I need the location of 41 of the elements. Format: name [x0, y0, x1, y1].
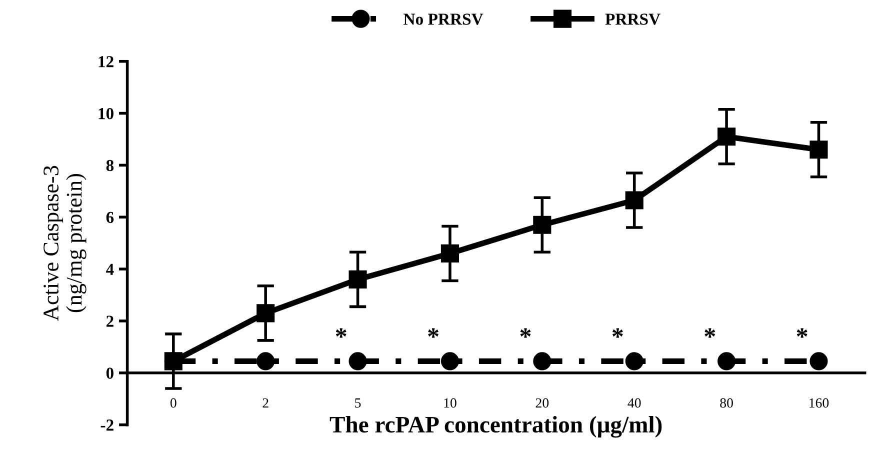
y-tick-label: -2 [100, 420, 114, 431]
point [810, 140, 828, 159]
x-tick-label: 5 [355, 398, 361, 408]
annotation: * [428, 328, 439, 338]
point [625, 191, 644, 210]
y-tick-label: 12 [98, 56, 114, 68]
y-tick-label: 0 [106, 368, 114, 379]
annotation: * [704, 328, 716, 338]
point [348, 270, 367, 288]
x-tick-label: 0 [170, 398, 176, 408]
annotation: * [796, 328, 808, 338]
annotation: * [520, 328, 531, 338]
x-tick-label: 160 [810, 398, 829, 408]
point [533, 216, 552, 234]
point [718, 352, 736, 370]
y-tick-label: 10 [98, 108, 114, 120]
legend-label: No PRRSV [404, 14, 484, 25]
x-tick-label: 2 [262, 398, 268, 408]
point [348, 352, 367, 370]
point [625, 352, 644, 370]
y-tick-label: 8 [106, 160, 114, 172]
y-tick-label: 6 [106, 212, 114, 224]
point [718, 128, 736, 146]
y-axis-title: Active Caspase-3 (ng/mg protein) [44, 166, 86, 321]
point [164, 352, 182, 370]
y-tick-label: 4 [106, 264, 114, 275]
point [440, 244, 460, 262]
point [256, 304, 275, 322]
point [533, 352, 552, 370]
point [256, 352, 275, 370]
x-axis-title: The rcPAP concentration (μg/ml) [330, 416, 662, 438]
x-tick-label: 10 [444, 398, 456, 408]
annotation: * [336, 328, 346, 338]
x-tick-label: 80 [720, 398, 733, 408]
x-tick-label: 40 [628, 398, 641, 408]
annotation: * [612, 328, 623, 338]
legend-label: PRRSV [605, 14, 660, 25]
point [440, 352, 460, 370]
y-tick-label: 2 [106, 316, 114, 327]
point [810, 352, 828, 370]
x-tick-label: 20 [536, 398, 549, 408]
